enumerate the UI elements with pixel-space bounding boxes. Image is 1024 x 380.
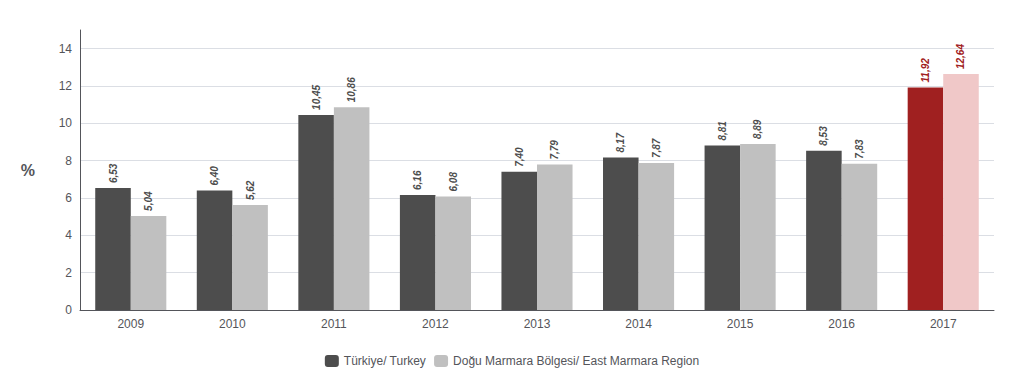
- svg-text:4: 4: [65, 228, 72, 242]
- svg-text:10,86: 10,86: [346, 77, 357, 102]
- svg-text:7,87: 7,87: [651, 138, 662, 158]
- svg-text:12,64: 12,64: [955, 44, 966, 69]
- svg-text:6,53: 6,53: [108, 163, 119, 183]
- svg-text:Türkiye/ Turkey: Türkiye/ Turkey: [344, 354, 426, 368]
- svg-text:6,40: 6,40: [209, 166, 220, 186]
- svg-text:0: 0: [65, 303, 72, 317]
- svg-text:2009: 2009: [117, 317, 144, 331]
- svg-text:7,79: 7,79: [549, 140, 560, 160]
- svg-text:2014: 2014: [625, 317, 652, 331]
- svg-text:2010: 2010: [219, 317, 246, 331]
- svg-text:5,62: 5,62: [245, 180, 256, 200]
- svg-text:12: 12: [59, 79, 73, 93]
- svg-text:14: 14: [59, 42, 73, 56]
- svg-text:10,45: 10,45: [311, 84, 322, 109]
- svg-text:6: 6: [65, 191, 72, 205]
- svg-text:2017: 2017: [930, 317, 957, 331]
- svg-text:11,92: 11,92: [920, 58, 931, 83]
- svg-text:7,83: 7,83: [854, 139, 865, 159]
- svg-text:8,17: 8,17: [615, 133, 626, 153]
- svg-text:2013: 2013: [524, 317, 551, 331]
- svg-text:Doğu Marmara Bölgesi/ East Mar: Doğu Marmara Bölgesi/ East Marmara Regio…: [453, 354, 699, 368]
- svg-text:2012: 2012: [422, 317, 449, 331]
- svg-text:2015: 2015: [727, 317, 754, 331]
- svg-text:10: 10: [59, 116, 73, 130]
- svg-text:7,40: 7,40: [514, 147, 525, 167]
- svg-text:8: 8: [65, 154, 72, 168]
- svg-text:8,53: 8,53: [818, 126, 829, 146]
- svg-text:6,08: 6,08: [448, 172, 459, 192]
- svg-text:2016: 2016: [828, 317, 855, 331]
- svg-text:2011: 2011: [321, 317, 347, 331]
- svg-text:5,04: 5,04: [143, 191, 154, 211]
- svg-text:2: 2: [65, 266, 72, 280]
- svg-text:6,16: 6,16: [412, 170, 423, 190]
- svg-text:8,89: 8,89: [752, 119, 763, 139]
- svg-text:8,81: 8,81: [717, 121, 728, 141]
- svg-text:%: %: [21, 162, 35, 179]
